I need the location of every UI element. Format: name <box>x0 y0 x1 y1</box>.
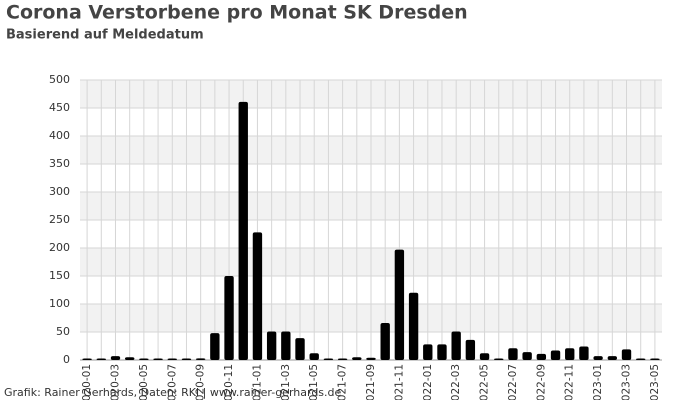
x-tick-label: 2021-05 <box>308 364 320 400</box>
bar <box>465 339 476 360</box>
bar <box>153 358 163 360</box>
bar <box>593 356 603 360</box>
bar <box>352 357 362 360</box>
x-tick-label: 2021-01 <box>251 364 263 400</box>
bar <box>252 232 263 360</box>
bar <box>124 357 135 360</box>
bar <box>394 249 405 360</box>
marks <box>82 101 660 360</box>
footer: Grafik: Rainer Gerhards, Daten: RKI | ww… <box>4 386 342 399</box>
y-tick-label: 300 <box>49 185 70 198</box>
bar <box>565 348 575 360</box>
bar <box>139 358 149 360</box>
y-tick-label: 200 <box>49 241 70 254</box>
bar <box>423 344 433 360</box>
bar <box>195 358 206 360</box>
bar <box>96 358 106 360</box>
bar <box>110 356 121 360</box>
bar <box>408 292 419 360</box>
bar <box>167 358 177 360</box>
bar <box>210 333 220 360</box>
x-tick-label: 2023-01 <box>592 364 604 400</box>
y-tick-label: 150 <box>49 269 70 282</box>
x-tick-label: 2020-07 <box>166 364 178 400</box>
bar <box>579 346 589 360</box>
bar <box>380 323 390 360</box>
bar <box>479 353 490 360</box>
y-tick-label: 100 <box>49 297 70 310</box>
bar <box>636 358 646 360</box>
y-tick-label: 450 <box>49 101 70 114</box>
bar <box>82 358 92 360</box>
y-tick-label: 400 <box>49 129 70 142</box>
y-tick-label: 350 <box>49 157 70 170</box>
x-tick-label: 2022-03 <box>450 364 462 400</box>
chart-title: Corona Verstorbene pro Monat SK Dresden <box>6 2 468 24</box>
x-tick-label: 2023-03 <box>621 364 633 400</box>
chart-subtitle: Basierend auf Meldedatum <box>6 28 204 43</box>
x-tick-label: 2021-03 <box>280 364 292 400</box>
bar <box>522 352 532 360</box>
bar <box>437 344 447 360</box>
bar <box>451 331 461 360</box>
x-tick-label: 2021-07 <box>337 364 349 400</box>
bar <box>337 358 348 360</box>
bar <box>550 350 561 360</box>
x-tick-label: 2020-11 <box>223 364 235 400</box>
bar <box>224 276 234 360</box>
x-tick-label: 2022-11 <box>564 364 576 400</box>
y-tick-label: 250 <box>49 213 70 226</box>
x-tick-label: 2023-05 <box>649 364 661 400</box>
x-tick-label: 2020-03 <box>109 364 121 400</box>
bar <box>181 358 192 360</box>
grid: 0 50 100 150 200 250 300 350 400 450 500 2020-01 202… <box>49 73 662 400</box>
x-tick-label: 2020-09 <box>195 364 207 400</box>
x-tick-label: 2021-09 <box>365 364 377 400</box>
bar <box>295 338 305 360</box>
bar <box>650 358 660 360</box>
y-tick-label: 500 <box>49 73 70 86</box>
x-tick-label: 2020-01 <box>81 364 93 400</box>
bar <box>366 357 376 360</box>
bar <box>607 356 618 360</box>
bar <box>281 331 291 360</box>
bar <box>508 348 518 360</box>
x-tick-label: 2021-11 <box>393 364 405 400</box>
bar <box>238 101 248 360</box>
x-tick-label: 2022-09 <box>535 364 547 400</box>
bar <box>266 331 277 360</box>
x-tick-label: 2022-05 <box>479 364 491 400</box>
bar <box>536 353 547 360</box>
x-tick-label: 2020-05 <box>138 364 150 400</box>
bar <box>621 349 632 360</box>
bar <box>494 358 504 360</box>
x-tick-label: 2022-01 <box>422 364 434 400</box>
bar <box>309 353 319 360</box>
y-tick-label: 50 <box>56 325 70 338</box>
x-tick-label: 2022-07 <box>507 364 519 400</box>
y-tick-label: 0 <box>63 353 70 366</box>
bar <box>323 358 334 360</box>
